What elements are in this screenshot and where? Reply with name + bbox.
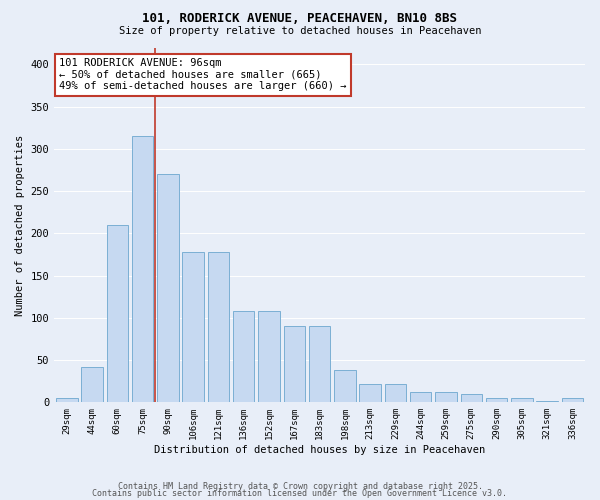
Text: Size of property relative to detached houses in Peacehaven: Size of property relative to detached ho… [119,26,481,36]
Bar [334,370,356,402]
Bar [461,394,482,402]
Bar [182,252,204,402]
Bar [309,326,331,402]
Text: Contains public sector information licensed under the Open Government Licence v3: Contains public sector information licen… [92,490,508,498]
Bar [107,225,128,402]
Bar [233,311,254,402]
Bar [258,311,280,402]
Bar [132,136,154,402]
Bar [486,398,507,402]
X-axis label: Distribution of detached houses by size in Peacehaven: Distribution of detached houses by size … [154,445,485,455]
Bar [410,392,431,402]
Text: 101 RODERICK AVENUE: 96sqm
← 50% of detached houses are smaller (665)
49% of sem: 101 RODERICK AVENUE: 96sqm ← 50% of deta… [59,58,347,92]
Bar [435,392,457,402]
Y-axis label: Number of detached properties: Number of detached properties [15,134,25,316]
Bar [511,398,533,402]
Bar [208,252,229,402]
Bar [359,384,381,402]
Bar [562,398,583,402]
Bar [385,384,406,402]
Bar [56,398,77,402]
Bar [536,400,558,402]
Text: Contains HM Land Registry data © Crown copyright and database right 2025.: Contains HM Land Registry data © Crown c… [118,482,482,491]
Bar [82,367,103,402]
Bar [157,174,179,402]
Bar [284,326,305,402]
Text: 101, RODERICK AVENUE, PEACEHAVEN, BN10 8BS: 101, RODERICK AVENUE, PEACEHAVEN, BN10 8… [143,12,458,26]
